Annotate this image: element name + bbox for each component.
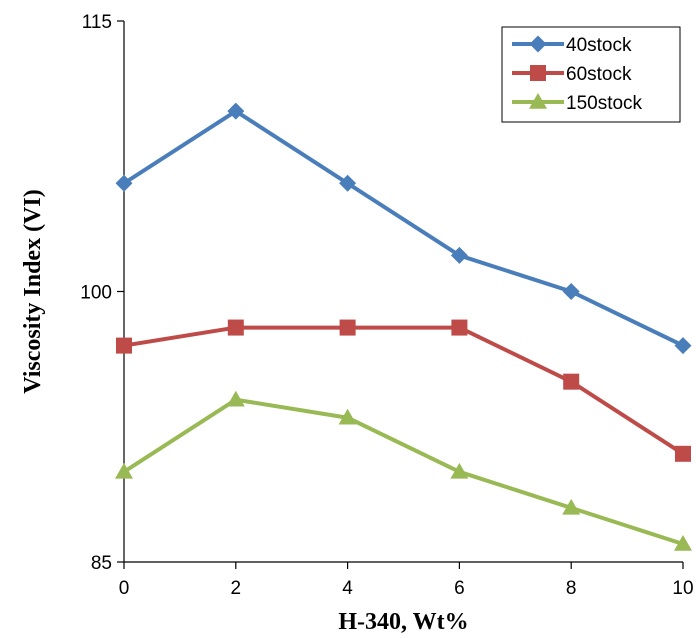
x-tick-label: 8 [566,578,577,599]
legend-item: 40stock [512,35,632,56]
data-point [674,337,692,355]
x-tick-label: 4 [342,578,353,599]
y-tick-label: 85 [91,553,112,574]
series-line [123,325,685,456]
legend-marker [530,65,546,81]
y-tick-label: 115 [82,12,112,33]
data-point [227,102,245,120]
series-150stock [115,390,692,551]
tick-labels: 85 100 115 0 2 4 6 8 10 [80,12,693,599]
series-layer [115,102,692,551]
data-point [675,445,691,462]
data-point [562,498,581,515]
data-point [339,319,356,336]
legend-label: 40stock [566,35,632,56]
data-point [339,174,357,192]
x-tick-label: 0 [119,578,130,599]
x-tick-label: 6 [454,578,465,599]
legend-label: 60stock [566,64,632,85]
series-60stock [116,319,691,462]
data-point [451,319,468,336]
data-point [116,337,132,354]
data-point [562,283,580,300]
data-point [115,462,133,479]
y-axis-title: Viscosity Index (VI) [20,189,46,393]
legend-item: 60stock [512,64,632,85]
data-point [338,408,357,425]
legend-label: 150stock [566,93,643,114]
data-point [450,462,469,479]
data-point [450,246,468,264]
data-point [115,174,133,192]
x-tick-label: 10 [672,578,693,599]
data-point [563,373,580,390]
x-axis-title: H-340, Wt% [338,609,468,635]
legend-marker [529,93,547,109]
series-line [122,109,684,348]
x-tick-label: 2 [231,578,242,599]
y-tick-label: 100 [80,283,112,304]
series-40stock [115,102,692,355]
legend: 40stock 60stock 150stock [501,26,681,123]
data-point [227,319,244,336]
data-point [674,534,692,551]
legend-item: 150stock [512,93,643,114]
series-line [122,397,684,546]
legend-marker [529,35,547,53]
data-point [226,390,245,407]
